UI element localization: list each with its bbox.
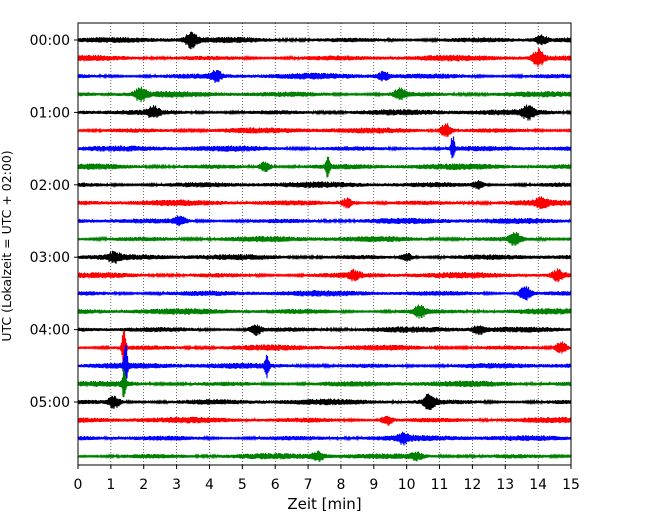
trace-01:45 xyxy=(77,156,572,178)
trace-05:30 xyxy=(77,431,572,446)
y-tick-label: 04:00 xyxy=(30,323,70,339)
x-tick-label: 9 xyxy=(369,477,378,493)
trace-05:15 xyxy=(77,415,572,426)
y-axis-label: UTC (Lokalzeit = UTC + 02:00) xyxy=(0,150,14,341)
trace-03:00 xyxy=(77,250,572,264)
trace-03:15 xyxy=(77,268,572,283)
trace-02:30 xyxy=(77,215,572,227)
x-tick-label: 10 xyxy=(398,477,416,493)
x-tick-label: 15 xyxy=(562,477,580,493)
trace-02:45 xyxy=(77,231,572,246)
y-axis-ticks: 00:00 01:00 02:00 03:00 04:00 05:00 xyxy=(30,33,78,411)
y-tick-label: 02:00 xyxy=(30,178,70,194)
trace-04:15 xyxy=(78,330,572,368)
trace-05:00 xyxy=(77,393,572,411)
x-tick-label: 7 xyxy=(304,477,313,493)
trace-group xyxy=(77,31,572,462)
y-tick-label: 00:00 xyxy=(30,33,70,49)
x-tick-label: 6 xyxy=(271,477,280,493)
trace-04:00 xyxy=(77,324,572,336)
x-tick-label: 8 xyxy=(336,477,345,493)
trace-01:00 xyxy=(77,104,572,121)
y-tick-label: 03:00 xyxy=(30,250,70,266)
x-tick-label: 0 xyxy=(74,477,83,493)
x-tick-label: 2 xyxy=(139,477,148,493)
trace-01:30 xyxy=(77,136,572,159)
x-tick-label: 4 xyxy=(205,477,214,493)
trace-00:30 xyxy=(77,69,572,83)
x-axis-label: Zeit [min] xyxy=(287,495,361,513)
trace-00:45 xyxy=(77,86,572,103)
x-tick-label: 5 xyxy=(238,477,247,493)
trace-02:00 xyxy=(77,180,572,190)
trace-01:15 xyxy=(77,123,572,137)
trace-04:30 xyxy=(77,344,572,385)
x-tick-label: 12 xyxy=(463,477,481,493)
x-tick-label: 11 xyxy=(431,477,449,493)
trace-00:00 xyxy=(77,31,572,50)
x-tick-label: 14 xyxy=(529,477,547,493)
trace-05:45 xyxy=(77,450,572,462)
trace-04:45 xyxy=(77,368,572,398)
trace-03:45 xyxy=(77,304,572,319)
x-tick-label: 1 xyxy=(106,477,115,493)
x-tick-label: 13 xyxy=(496,477,514,493)
plot-frame xyxy=(77,22,572,466)
x-axis-ticks: 0 1 2 3 4 5 6 7 8 9 10 11 12 13 14 15 xyxy=(74,465,580,493)
y-tick-label: 01:00 xyxy=(30,105,70,121)
trace-00:15 xyxy=(77,48,572,68)
x-tick-label: 3 xyxy=(172,477,181,493)
y-tick-label: 05:00 xyxy=(30,395,70,411)
trace-03:30 xyxy=(77,286,572,301)
trace-02:15 xyxy=(77,196,572,210)
